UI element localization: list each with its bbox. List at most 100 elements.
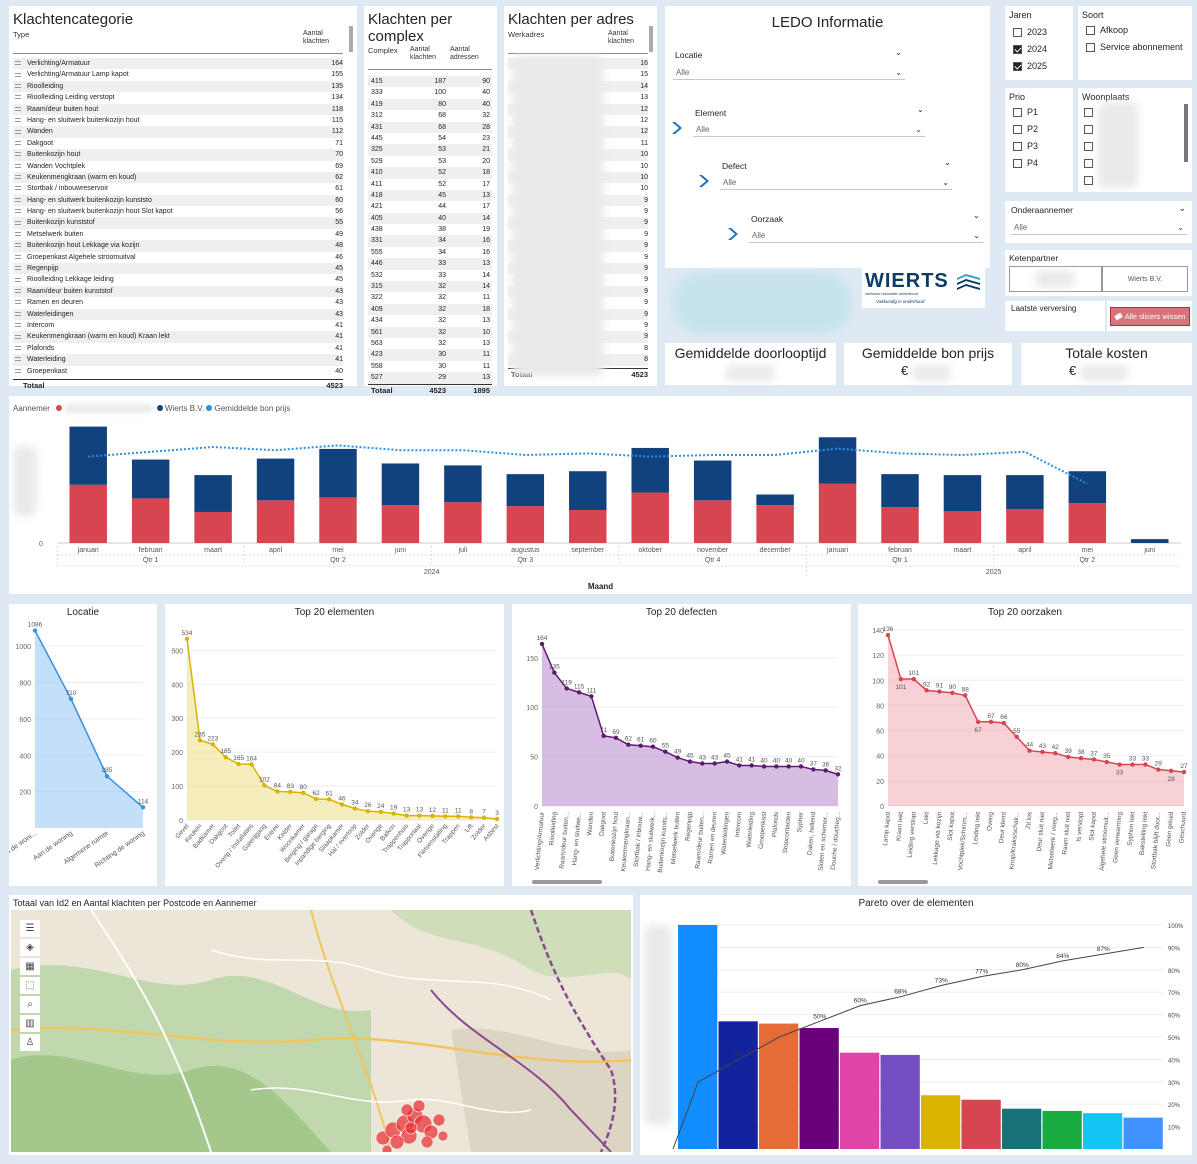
bar-aannemer[interactable]: [69, 484, 107, 543]
soort-option-afkoop[interactable]: Afkoop: [1086, 22, 1183, 39]
prio-option-p1[interactable]: P1: [1013, 104, 1038, 121]
pareto-bar[interactable]: [678, 925, 718, 1149]
data-point[interactable]: [963, 693, 968, 698]
data-point[interactable]: [301, 790, 306, 796]
table-row[interactable]: 9: [508, 274, 648, 285]
bar-wierts[interactable]: [943, 475, 982, 511]
map-menu-icon[interactable]: ☰: [20, 920, 40, 937]
data-point[interactable]: [68, 696, 74, 702]
expand-icon[interactable]: [15, 95, 21, 100]
bar-aannemer[interactable]: [631, 492, 669, 543]
bar-aannemer[interactable]: [943, 510, 982, 543]
bar-wierts[interactable]: [1131, 539, 1169, 543]
data-point[interactable]: [835, 772, 841, 777]
data-point[interactable]: [761, 764, 767, 769]
prio-option-p4[interactable]: P4: [1013, 155, 1038, 172]
data-point[interactable]: [798, 764, 804, 769]
data-point[interactable]: [988, 719, 994, 724]
table-row[interactable]: Dakgoot 71: [13, 138, 343, 149]
expand-icon[interactable]: [15, 175, 21, 180]
data-point[interactable]: [613, 735, 619, 741]
table-row[interactable]: 10: [508, 183, 648, 194]
data-point[interactable]: [249, 762, 254, 767]
bar-aannemer[interactable]: [131, 498, 170, 543]
data-point[interactable]: [950, 690, 955, 696]
data-point[interactable]: [811, 767, 816, 772]
bar-aannemer[interactable]: [1068, 503, 1107, 543]
expand-icon[interactable]: [15, 254, 21, 259]
table-scrollbar[interactable]: [649, 26, 653, 52]
bar-aannemer[interactable]: [693, 500, 732, 543]
data-point[interactable]: [823, 768, 828, 773]
bar-wierts[interactable]: [1006, 475, 1044, 510]
pareto-bar[interactable]: [1002, 1108, 1042, 1149]
data-point[interactable]: [564, 686, 569, 691]
table-row[interactable]: 13: [508, 92, 648, 103]
table-row[interactable]: Buitenkozijn hout Lekkage via kozijn 48: [13, 240, 343, 252]
data-point[interactable]: [552, 670, 557, 675]
col-count-header[interactable]: Aantal klachten: [303, 30, 330, 45]
data-point[interactable]: [288, 789, 293, 795]
data-point[interactable]: [700, 761, 705, 766]
table-row[interactable]: 421 44 17: [368, 201, 492, 212]
table-row[interactable]: Rioolleiding Leiding verstopt 134: [13, 92, 343, 103]
table-row[interactable]: 322 32 11: [368, 292, 492, 303]
expand-icon[interactable]: [15, 209, 21, 214]
bar-wierts[interactable]: [319, 448, 357, 498]
pareto-bar[interactable]: [880, 1054, 920, 1149]
data-point[interactable]: [456, 814, 461, 819]
pareto-bar[interactable]: [1042, 1110, 1082, 1149]
defect-dropdown[interactable]: Alle ⌄: [720, 176, 952, 190]
table-row[interactable]: 325 53 21: [368, 144, 492, 156]
col-klachten-header[interactable]: Aantal klachten: [410, 46, 437, 61]
expand-icon[interactable]: [15, 357, 21, 362]
table-row[interactable]: Verlichting/Armatuur Lamp kapot 155: [13, 69, 343, 80]
data-point[interactable]: [975, 719, 981, 724]
bar-wierts[interactable]: [881, 474, 919, 508]
table-row[interactable]: Groepenkast Algehele stroomuitval 46: [13, 252, 343, 263]
onderaannemer-dropdown[interactable]: Alle ⌄: [1011, 221, 1187, 235]
map-search-icon[interactable]: ⌕: [20, 996, 40, 1013]
pareto-bar[interactable]: [799, 1028, 839, 1149]
expand-icon[interactable]: [15, 140, 21, 145]
data-point[interactable]: [749, 763, 754, 768]
table-row[interactable]: 331 34 16: [368, 235, 492, 247]
bar-wierts[interactable]: [569, 471, 607, 511]
map-grid-icon[interactable]: ▦: [20, 958, 40, 975]
chart-scrollbar[interactable]: [878, 880, 928, 884]
expand-icon[interactable]: [15, 300, 21, 305]
ketenpartner-option-wierts[interactable]: Wierts B.V.: [1102, 266, 1188, 292]
expand-icon[interactable]: [15, 220, 21, 225]
data-point[interactable]: [339, 802, 345, 807]
chevron-down-icon[interactable]: ⌄: [944, 158, 951, 167]
table-row[interactable]: Plafonds 41: [13, 343, 343, 354]
table-row[interactable]: 409 32 18: [368, 303, 492, 316]
table-row[interactable]: Rioolleiding 135: [13, 80, 343, 93]
bar-wierts[interactable]: [693, 460, 732, 501]
jaren-option-2024[interactable]: 2024: [1013, 41, 1047, 58]
cumulative-line[interactable]: [672, 946, 1144, 1150]
pareto-bar[interactable]: [718, 1021, 758, 1149]
expand-icon[interactable]: [15, 72, 21, 77]
table-scrollbar[interactable]: [349, 26, 353, 52]
table-row[interactable]: 411 52 17: [368, 179, 492, 190]
area-line[interactable]: [34, 630, 144, 808]
data-point[interactable]: [430, 813, 435, 819]
data-point[interactable]: [675, 755, 680, 760]
table-row[interactable]: 9: [508, 320, 648, 331]
map-layers-icon[interactable]: ◈: [20, 939, 40, 956]
clear-slicers-button[interactable]: Alle slicers wissen: [1110, 307, 1190, 326]
table-row[interactable]: 446 33 13: [368, 258, 492, 270]
data-point[interactable]: [443, 814, 448, 819]
data-point[interactable]: [1168, 768, 1174, 773]
table-row[interactable]: Stortbak / inbouwreservoir 61: [13, 183, 343, 194]
table-row[interactable]: Ramen en deuren 43: [13, 297, 343, 308]
data-point[interactable]: [391, 811, 396, 816]
table-row[interactable]: Intercom 41: [13, 320, 343, 331]
table-row[interactable]: 532 33 14: [368, 270, 492, 281]
table-row[interactable]: 415 187 90: [368, 76, 492, 88]
data-point[interactable]: [712, 761, 717, 766]
table-row[interactable]: Keukenmengkraan (warm en koud) 62: [13, 171, 343, 184]
data-point[interactable]: [1001, 720, 1007, 726]
